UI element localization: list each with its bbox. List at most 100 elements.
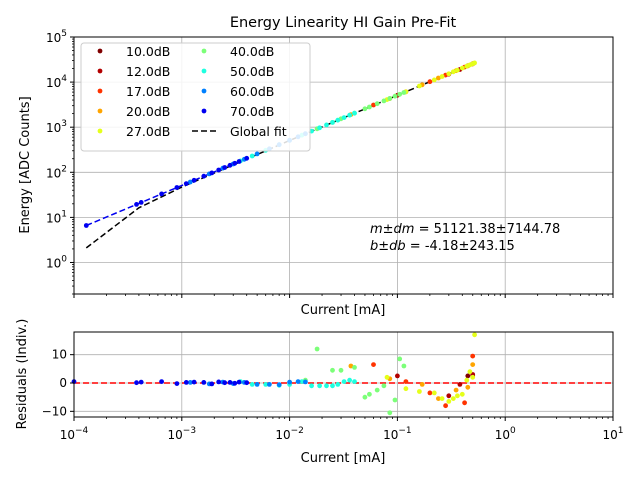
residuals-x-tick-label-base: 10: [602, 428, 617, 442]
legend-label: Global fit: [230, 124, 287, 139]
residual-point: [348, 363, 354, 369]
residual-point: [439, 396, 445, 401]
legend-label: 17.0dB: [126, 84, 170, 99]
residual-point: [403, 379, 409, 384]
data-point: [254, 151, 260, 157]
data-point: [83, 223, 89, 228]
residuals-x-tick-label-exponent: −3: [183, 426, 196, 436]
residual-point: [465, 384, 471, 390]
data-point: [174, 185, 180, 190]
residual-point: [232, 380, 238, 386]
residuals-x-tick-label-exponent: −2: [291, 426, 304, 436]
data-point: [222, 165, 228, 170]
top-data-points: [83, 60, 477, 228]
residuals-ticks: [70, 354, 614, 421]
residual-point: [395, 373, 400, 379]
residual-point: [159, 379, 165, 384]
residuals-x-tick-label-base: 10: [495, 428, 510, 442]
legend-marker: [201, 108, 207, 114]
residual-point: [263, 382, 269, 387]
top-y-tick-label-base: 10: [46, 121, 61, 135]
residuals-data-points: [71, 332, 477, 416]
residual-point: [244, 380, 250, 386]
residuals-x-tick-label: 100: [495, 426, 516, 442]
data-point: [232, 160, 238, 166]
residual-point: [443, 403, 448, 409]
legend-label: 27.0dB: [126, 124, 170, 139]
data-point: [446, 71, 452, 77]
fit-annotation: m±dm = 51121.38±7144.78 b±db = -4.18±243…: [370, 222, 560, 254]
residual-point: [341, 379, 347, 384]
residual-point: [330, 367, 335, 373]
residual-point: [464, 377, 470, 383]
data-point: [431, 77, 437, 83]
legend-marker: [97, 68, 103, 74]
residual-point: [417, 389, 422, 394]
residual-point: [362, 394, 368, 400]
residual-point: [367, 391, 372, 397]
residuals-plot-frame: [73, 331, 614, 418]
residual-point: [457, 382, 463, 387]
residual-point: [201, 380, 207, 385]
residual-point: [338, 367, 344, 373]
data-point: [236, 159, 242, 164]
top-y-tick-label-exponent: 5: [61, 29, 67, 39]
residual-point: [249, 382, 255, 387]
residual-point: [314, 346, 320, 352]
top-plot-frame: [73, 36, 614, 295]
data-point: [159, 191, 165, 197]
data-point: [367, 104, 372, 110]
residuals-y-tick-label: 10: [52, 348, 67, 362]
legend-marker: [97, 108, 103, 114]
residual-point: [470, 353, 476, 359]
chart-title: Energy Linearity HI Gain Pre-Fit: [230, 15, 457, 31]
annotation-intercept: b±db = -4.18±243.15: [370, 239, 515, 254]
residuals-y-axis-label: Residuals (Indiv.): [15, 319, 30, 430]
residual-point: [254, 382, 260, 387]
legend-box: [80, 42, 311, 152]
top-y-tick-label-base: 10: [46, 76, 61, 90]
legend-marker: [201, 48, 207, 54]
residuals-x-tick-label: 10−4: [60, 426, 89, 442]
residual-point: [455, 393, 460, 399]
residuals-x-tick-label: 10−1: [383, 426, 412, 442]
data-point: [352, 110, 357, 116]
data-point: [371, 102, 376, 108]
residual-point: [174, 381, 180, 386]
data-point: [439, 74, 445, 79]
residuals-x-tick-label: 10−3: [168, 426, 197, 442]
top-y-tick-label: 103: [46, 119, 67, 135]
data-point: [362, 106, 368, 112]
legend-marker: [201, 88, 207, 94]
residual-point: [450, 396, 456, 401]
residual-point: [465, 373, 471, 379]
residual-point: [287, 379, 292, 385]
data-point: [209, 170, 215, 176]
residual-point: [191, 379, 197, 385]
legend-label: 50.0dB: [230, 64, 274, 79]
legend-label: 70.0dB: [230, 104, 274, 119]
legend: 10.0dB 12.0dB 17.0dB 20.0dB 27.0dB 40.0dB 50.0…: [80, 42, 311, 152]
data-point: [249, 153, 255, 159]
residual-point: [387, 410, 393, 416]
residual-point: [381, 383, 387, 389]
residual-point: [470, 362, 476, 367]
top-x-axis-label: Current [mA]: [301, 303, 386, 318]
residuals-x-tick-label-base: 10: [275, 428, 290, 442]
top-y-tick-label-exponent: 4: [61, 74, 67, 84]
residual-point: [134, 380, 139, 386]
data-point: [138, 200, 144, 205]
residual-point: [183, 380, 189, 385]
residual-point: [403, 386, 409, 392]
top-y-tick-label-base: 10: [46, 166, 61, 180]
residual-point: [309, 383, 314, 389]
top-y-tick-label-base: 10: [46, 211, 61, 225]
annotation-slope-math: m±dm: [370, 222, 414, 237]
residuals-x-tick-label-base: 10: [383, 428, 398, 442]
residual-point: [470, 374, 476, 380]
residuals-x-tick-label: 10−2: [275, 426, 304, 442]
residual-point: [446, 399, 452, 404]
